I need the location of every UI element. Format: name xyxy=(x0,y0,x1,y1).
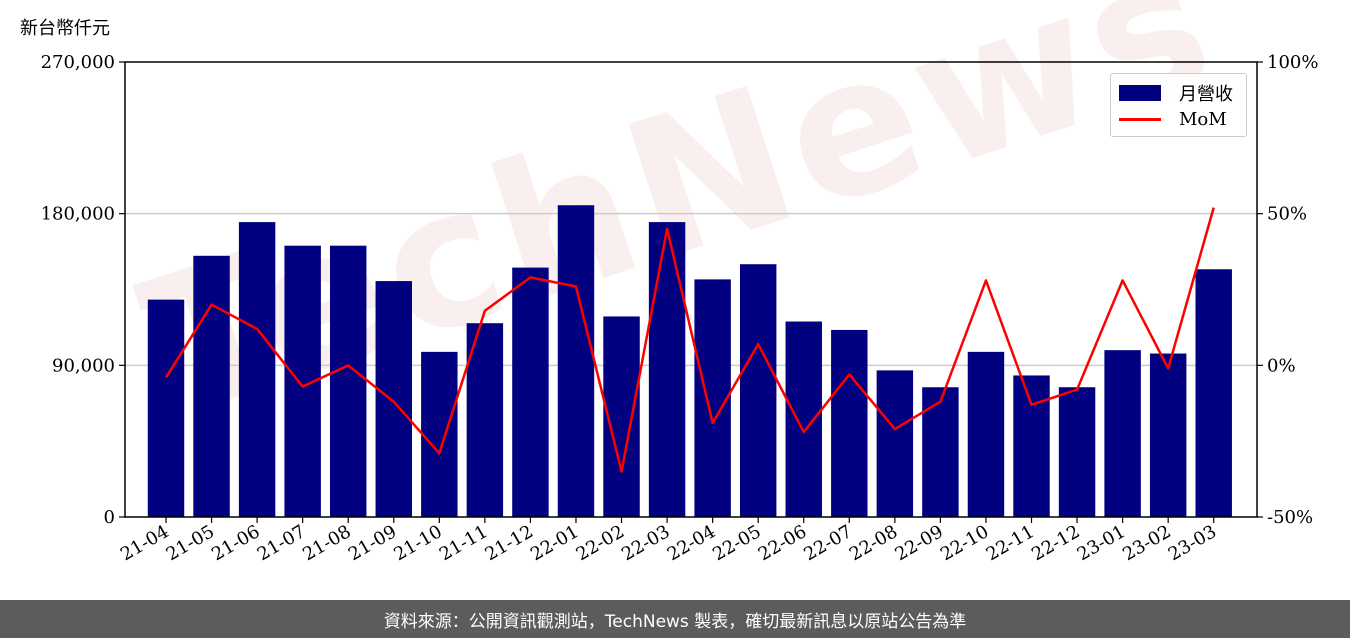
x-tick-label: 21-10 xyxy=(390,521,445,565)
x-tick-label: 22-01 xyxy=(527,521,582,565)
x-tick-label: 22-08 xyxy=(846,521,901,565)
bar-21-11 xyxy=(466,323,504,517)
x-tick-label: 23-03 xyxy=(1165,521,1220,565)
mom-line xyxy=(164,207,1215,473)
bar-22-04 xyxy=(694,279,731,517)
legend-bar-swatch xyxy=(1119,85,1161,101)
bar-series xyxy=(147,205,1232,518)
x-tick-label: 21-06 xyxy=(208,521,263,565)
legend-bar-label: 月營收 xyxy=(1179,84,1233,105)
x-tick-label: 21-05 xyxy=(163,521,218,565)
x-tick-label: 22-04 xyxy=(664,521,719,565)
x-tick-label: 21-09 xyxy=(345,521,400,565)
y-right-tick-label: -50% xyxy=(1267,507,1313,528)
bar-23-02 xyxy=(1149,353,1187,517)
bar-22-09 xyxy=(922,387,959,517)
x-tick-label: 21-04 xyxy=(117,521,172,565)
bar-22-07 xyxy=(831,329,868,517)
x-tick-label: 23-01 xyxy=(1074,521,1129,565)
bar-21-04 xyxy=(147,299,185,517)
x-tick-label: 22-10 xyxy=(937,521,992,565)
chart-legend: 月營收 MoM xyxy=(1110,73,1247,137)
y-left-tick-label: 270,000 xyxy=(41,52,115,73)
x-tick-label: 21-07 xyxy=(254,521,309,565)
x-tick-label: 22-12 xyxy=(1028,521,1083,565)
x-tick-label: 22-02 xyxy=(573,521,628,565)
x-tick-label: 22-06 xyxy=(755,521,810,565)
bar-22-10 xyxy=(967,351,1005,517)
x-tick-label: 22-03 xyxy=(618,521,673,565)
bar-23-03 xyxy=(1195,269,1232,517)
bar-22-12 xyxy=(1058,387,1096,517)
x-tick-label: 21-11 xyxy=(436,521,491,565)
bar-22-01 xyxy=(557,205,595,518)
y-right-tick-label: 0% xyxy=(1267,355,1296,376)
legend-line-swatch xyxy=(1119,118,1161,121)
y-right-tick-label: 100% xyxy=(1267,52,1318,73)
plot-frame xyxy=(124,61,1258,518)
source-footer: 資料來源：公開資訊觀測站，TechNews 製表，確切最新訊息以原站公告為準 xyxy=(0,600,1350,638)
bar-21-06 xyxy=(238,222,276,517)
bar-21-08 xyxy=(329,245,367,517)
bar-22-03 xyxy=(648,222,686,517)
bar-21-05 xyxy=(193,255,230,517)
bar-21-12 xyxy=(512,267,549,517)
bar-22-08 xyxy=(876,370,914,517)
y-left-tick-label: 90,000 xyxy=(52,355,115,376)
bar-21-10 xyxy=(421,351,458,517)
legend-entry-mom: MoM xyxy=(1119,109,1227,130)
x-tick-label: 22-07 xyxy=(800,521,855,565)
y-right-tick-label: 50% xyxy=(1267,204,1307,225)
y-left-tick-label: 0 xyxy=(104,507,115,528)
legend-line-label: MoM xyxy=(1179,109,1227,130)
bar-23-01 xyxy=(1104,350,1141,517)
bar-22-05 xyxy=(739,264,777,517)
bar-22-06 xyxy=(785,321,822,517)
bar-22-02 xyxy=(603,316,640,517)
x-tick-label: 21-12 xyxy=(481,521,536,565)
x-tick-label: 22-05 xyxy=(709,521,764,565)
legend-entry-revenue: 月營收 xyxy=(1119,80,1233,106)
x-tick-label: 23-02 xyxy=(1119,521,1174,565)
x-tick-label: 22-11 xyxy=(983,521,1038,565)
y-left-tick-label: 180,000 xyxy=(41,204,115,225)
revenue-chart: 090,000180,000270,000-50%0%50%100%21-042… xyxy=(41,52,1319,565)
x-tick-label: 22-09 xyxy=(891,521,946,565)
mom-line-series xyxy=(164,207,1215,473)
footer-text: 資料來源：公開資訊觀測站，TechNews 製表，確切最新訊息以原站公告為準 xyxy=(383,611,967,632)
x-tick-label: 21-08 xyxy=(299,521,354,565)
bar-21-09 xyxy=(375,281,412,517)
y-axis-unit-label: 新台幣仟元 xyxy=(20,18,110,39)
bar-22-11 xyxy=(1013,375,1050,517)
